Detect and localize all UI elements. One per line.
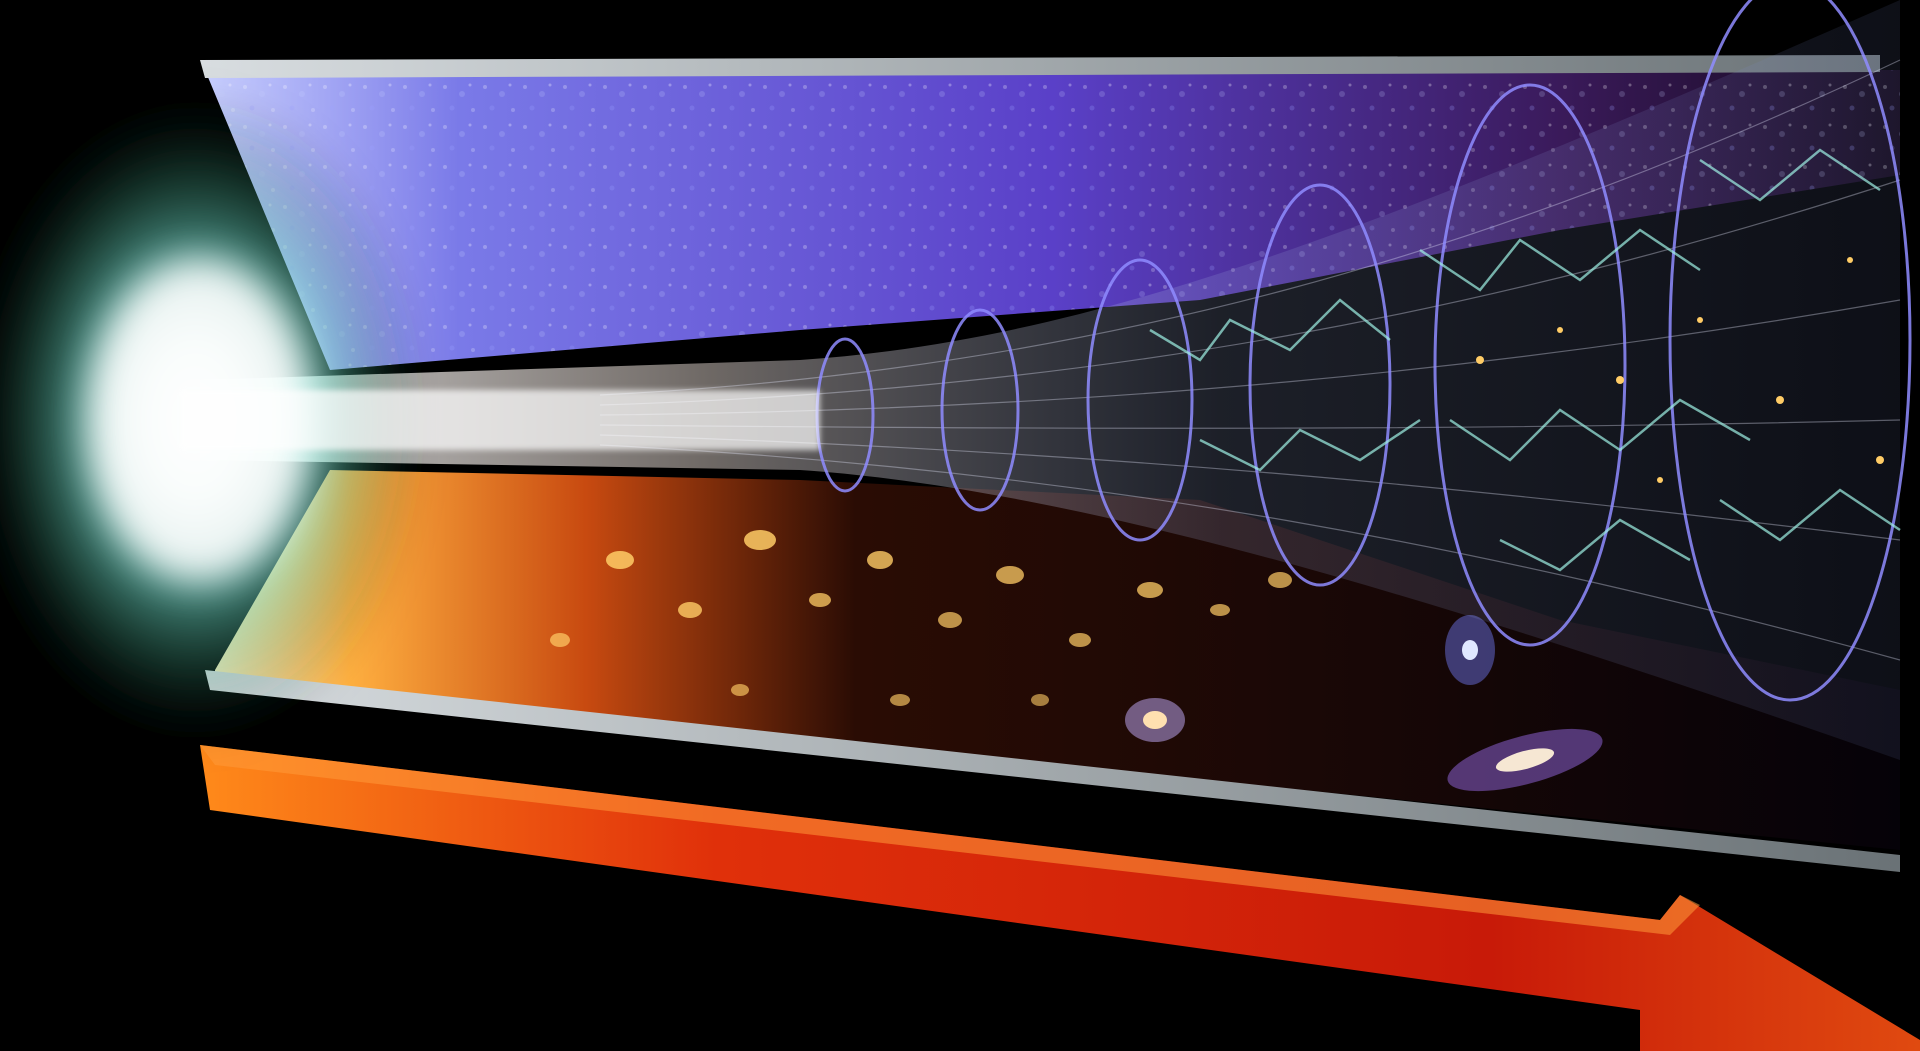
speckled-purple-panel xyxy=(200,55,1900,370)
spiral-galaxy-icon xyxy=(1445,615,1495,685)
spiral-galaxy-icon xyxy=(1125,698,1185,742)
bright-flash-icon xyxy=(0,90,820,750)
lower-panel-edge xyxy=(205,670,1900,872)
galaxies-panel xyxy=(205,470,1900,872)
upper-panel-edge xyxy=(200,55,1880,78)
arrow-right-icon xyxy=(200,745,1920,1051)
spiral-galaxy-icon xyxy=(1447,728,1603,792)
galaxy-glows xyxy=(550,530,1292,706)
expanding-funnel xyxy=(200,0,1912,760)
